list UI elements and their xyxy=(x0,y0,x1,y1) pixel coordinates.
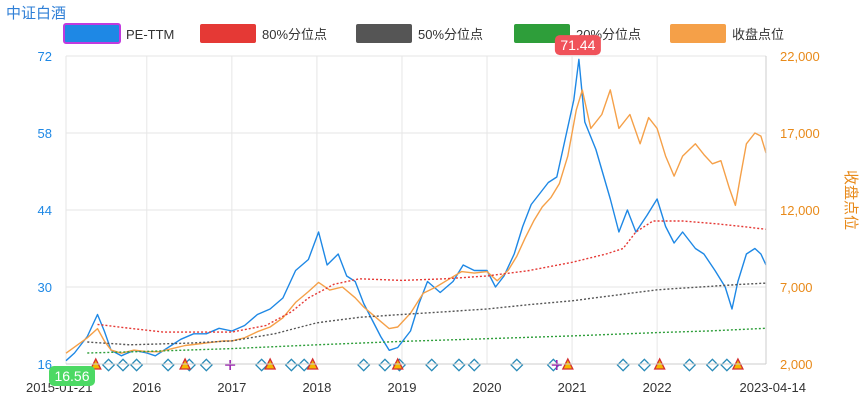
y-right-tick: 2,000 xyxy=(780,357,813,372)
legend-label: 80%分位点 xyxy=(262,27,327,42)
y-left-tick: 72 xyxy=(38,49,52,64)
event-markers[interactable] xyxy=(89,357,744,372)
legend[interactable]: PE-TTM 80%分位点 50%分位点 20%分位点 收盘点位 xyxy=(63,23,784,44)
chart-title: 中证白酒 xyxy=(6,5,67,22)
y-right-tick: 22,000 xyxy=(780,49,820,64)
max-label: 71.44 xyxy=(554,35,601,56)
legend-label: 收盘点位 xyxy=(732,27,784,42)
x-tick: 2017 xyxy=(217,380,246,395)
series-lines xyxy=(65,58,767,362)
diamond-marker[interactable] xyxy=(682,358,697,372)
diamond-marker[interactable] xyxy=(720,358,734,372)
legend-label: PE-TTM xyxy=(126,27,174,42)
diamond-marker[interactable] xyxy=(452,358,466,372)
y-right-axis-label: 收盘点位 xyxy=(842,170,860,230)
legend-item[interactable]: 80%分位点 xyxy=(200,24,327,43)
diamond-marker[interactable] xyxy=(297,358,311,372)
legend-swatch xyxy=(200,24,256,43)
min-label-text: 16.56 xyxy=(54,368,89,384)
max-label-bg xyxy=(554,35,601,56)
diamond-marker[interactable] xyxy=(425,358,439,372)
legend-item[interactable]: PE-TTM xyxy=(63,23,174,44)
extreme-labels: 71.44 16.56 xyxy=(49,35,601,386)
diamond-marker[interactable] xyxy=(116,358,130,372)
legend-item[interactable]: 50%分位点 xyxy=(356,24,483,43)
x-tick: 2023-04-14 xyxy=(740,380,807,395)
series-line-4 xyxy=(87,327,767,354)
plus-marker[interactable] xyxy=(225,360,236,370)
max-label-text: 71.44 xyxy=(560,37,595,53)
diamond-marker[interactable] xyxy=(101,358,116,372)
y-right-tick: 17,000 xyxy=(780,126,820,141)
diamond-marker[interactable] xyxy=(510,358,524,372)
diamond-marker[interactable] xyxy=(199,358,213,372)
diamond-marker[interactable] xyxy=(357,358,371,372)
y-left-tick: 58 xyxy=(38,126,52,141)
diamond-marker[interactable] xyxy=(255,358,269,372)
y-right-tick: 12,000 xyxy=(780,203,820,218)
axes: 16 30 44 58 72 2,000 7,000 12,000 17,000 22,000 20… xyxy=(26,49,860,395)
y-left-tick: 44 xyxy=(38,203,52,218)
legend-swatch xyxy=(670,24,726,43)
diamond-marker[interactable] xyxy=(284,358,298,372)
series-line-0 xyxy=(65,58,767,362)
x-tick: 2021 xyxy=(558,380,587,395)
legend-swatch xyxy=(356,24,412,43)
diamond-marker[interactable] xyxy=(616,358,630,372)
x-tick: 2016 xyxy=(132,380,161,395)
y-left-tick: 30 xyxy=(38,280,52,295)
min-label-bg xyxy=(49,366,95,386)
diamond-marker[interactable] xyxy=(637,358,651,372)
y-right-tick: 7,000 xyxy=(780,280,813,295)
legend-swatch xyxy=(63,23,121,44)
plus-marker[interactable] xyxy=(551,360,562,370)
y-left-tick: 16 xyxy=(38,357,52,372)
diamond-marker[interactable] xyxy=(705,358,719,372)
x-tick: 2019 xyxy=(388,380,417,395)
x-tick: 2022 xyxy=(643,380,672,395)
diamond-marker[interactable] xyxy=(130,358,144,372)
diamond-marker[interactable] xyxy=(467,358,481,372)
x-tick: 2020 xyxy=(473,380,502,395)
series-line-2 xyxy=(97,220,767,333)
x-tick: 2018 xyxy=(302,380,331,395)
series-line-1 xyxy=(65,89,767,354)
legend-item[interactable]: 收盘点位 xyxy=(670,24,784,43)
min-label: 16.56 xyxy=(49,366,95,386)
diamond-marker[interactable] xyxy=(161,358,175,372)
diamond-marker[interactable] xyxy=(378,358,392,372)
legend-label: 50%分位点 xyxy=(418,27,483,42)
